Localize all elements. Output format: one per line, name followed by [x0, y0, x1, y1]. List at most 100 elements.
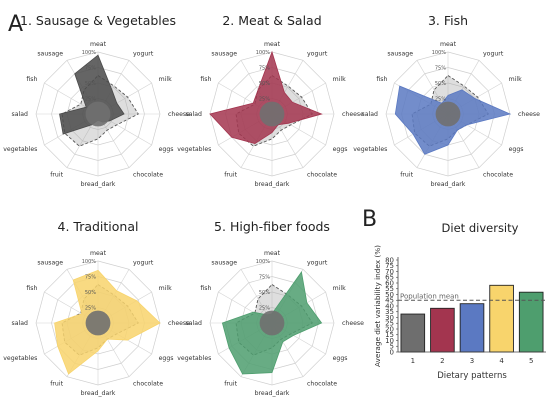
pct-label: 50%	[259, 81, 270, 87]
y-tick-label: 50	[385, 291, 394, 299]
radar-chart-1: 1. Sausage & Vegetables 25% 50% 75% 100% meat…	[3, 13, 190, 188]
pct-label: 25%	[259, 306, 270, 312]
panel-letter-a: A	[8, 12, 23, 37]
axis-label-bread-dark: bread_dark	[255, 181, 290, 188]
y-tick-label: 5	[390, 343, 394, 351]
y-tick-label: 25	[385, 320, 394, 328]
axis-label-salad: salad	[186, 111, 203, 118]
axis-label-fish: fish	[200, 285, 211, 292]
axis-label-fruit: fruit	[50, 381, 63, 388]
center-hole	[85, 101, 111, 127]
axis-label-vegetables: vegetables	[177, 355, 211, 362]
axis-label-eggs: eggs	[333, 146, 348, 153]
x-tick-label: 4	[499, 357, 504, 365]
pct-label: 25%	[85, 306, 96, 312]
pct-label: 100%	[256, 259, 271, 265]
axis-label-salad: salad	[12, 320, 29, 327]
axis-label-sausage: sausage	[211, 259, 237, 266]
radar-chart-2: 2. Meat & Salad 25% 50% 75% 100% meat yogurt mi…	[177, 13, 364, 188]
center-hole	[259, 310, 285, 336]
axis-label-salad: salad	[186, 320, 203, 327]
axis-label-yogurt: yogurt	[307, 259, 328, 266]
axis-label-vegetables: vegetables	[353, 146, 387, 153]
axis-label-milk: milk	[159, 76, 172, 83]
axis-label-milk: milk	[509, 76, 522, 83]
pct-label: 25%	[85, 97, 96, 103]
axis-label-cheese: cheese	[342, 320, 364, 327]
axis-label-sausage: sausage	[37, 259, 63, 266]
y-tick-label: 0	[390, 348, 394, 356]
y-tick-label: 75	[385, 262, 394, 270]
pct-label: 75%	[259, 275, 270, 281]
axis-label-vegetables: vegetables	[3, 146, 37, 153]
y-tick-label: 35	[385, 308, 394, 316]
bar-2	[430, 307, 455, 353]
axis-label-meat: meat	[264, 250, 281, 257]
axis-label-bread-dark: bread_dark	[81, 181, 116, 188]
axis-label-chocolate: chocolate	[307, 172, 337, 179]
axis-label-yogurt: yogurt	[483, 50, 504, 57]
axis-label-fish: fish	[26, 76, 37, 83]
y-axis-title: Average diet variability index (%)	[373, 245, 382, 367]
axis-label-chocolate: chocolate	[133, 381, 163, 388]
radar-title: 1. Sausage & Vegetables	[20, 13, 176, 28]
y-tick-label: 20	[385, 325, 394, 333]
axis-label-chocolate: chocolate	[133, 172, 163, 179]
axis-label-sausage: sausage	[387, 50, 413, 57]
axis-label-bread-dark: bread_dark	[81, 390, 116, 397]
pct-label: 50%	[85, 290, 96, 296]
axis-label-meat: meat	[440, 41, 457, 48]
radar-title: 5. High-fiber foods	[214, 219, 330, 234]
axis-label-vegetables: vegetables	[177, 146, 211, 153]
bar-chart: Diet diversity05101520253035404550556065…	[373, 221, 546, 381]
radar-title: 2. Meat & Salad	[222, 13, 321, 28]
axis-label-vegetables: vegetables	[3, 355, 37, 362]
x-tick-label: 1	[411, 357, 415, 365]
series-polygon	[209, 50, 323, 144]
y-tick-label: 15	[385, 331, 394, 339]
axis-label-milk: milk	[333, 285, 346, 292]
axis-label-meat: meat	[90, 250, 107, 257]
axis-label-fish: fish	[376, 76, 387, 83]
pct-label: 75%	[85, 66, 96, 72]
y-tick-label: 10	[385, 337, 394, 345]
x-tick-label: 2	[440, 357, 444, 365]
axis-label-fish: fish	[200, 76, 211, 83]
x-axis-title: Dietary patterns	[437, 371, 507, 381]
axis-label-milk: milk	[333, 76, 346, 83]
axis-label-sausage: sausage	[211, 50, 237, 57]
y-tick-label: 40	[385, 302, 394, 310]
pct-label: 25%	[259, 97, 270, 103]
axis-label-chocolate: chocolate	[483, 172, 513, 179]
axis-label-fruit: fruit	[400, 172, 413, 179]
axis-label-milk: milk	[159, 285, 172, 292]
bar-chart-title: Diet diversity	[442, 221, 519, 235]
axis-label-fish: fish	[26, 285, 37, 292]
axis-label-bread-dark: bread_dark	[431, 181, 466, 188]
pct-label: 100%	[82, 50, 97, 56]
center-hole	[259, 101, 285, 127]
axis-label-eggs: eggs	[159, 146, 174, 153]
axis-label-eggs: eggs	[159, 355, 174, 362]
radar-chart-4: 4. Traditional 25% 50% 75% 100% meat yogurt mil…	[3, 219, 190, 397]
panel-letter-b: B	[362, 207, 377, 232]
axis-label-cheese: cheese	[168, 320, 190, 327]
axis-label-cheese: cheese	[518, 111, 540, 118]
axis-label-fruit: fruit	[50, 172, 63, 179]
axis-label-sausage: sausage	[37, 50, 63, 57]
bar-4	[489, 284, 514, 353]
axis-label-salad: salad	[362, 111, 379, 118]
axis-label-yogurt: yogurt	[133, 50, 154, 57]
y-tick-label: 55	[385, 285, 394, 293]
radar-title: 3. Fish	[428, 13, 468, 28]
pct-label: 75%	[259, 66, 270, 72]
radar-chart-5: 5. High-fiber foods 25% 50% 75% 100% meat yogu…	[177, 219, 364, 397]
y-tick-label: 60	[385, 279, 394, 287]
radar-chart-3: 3. Fish 25% 50% 75% 100% meat yogurt milk cheese…	[353, 13, 540, 188]
pct-label: 75%	[435, 66, 446, 72]
y-tick-label: 65	[385, 274, 394, 282]
pct-label: 50%	[259, 290, 270, 296]
x-tick-label: 3	[470, 357, 474, 365]
